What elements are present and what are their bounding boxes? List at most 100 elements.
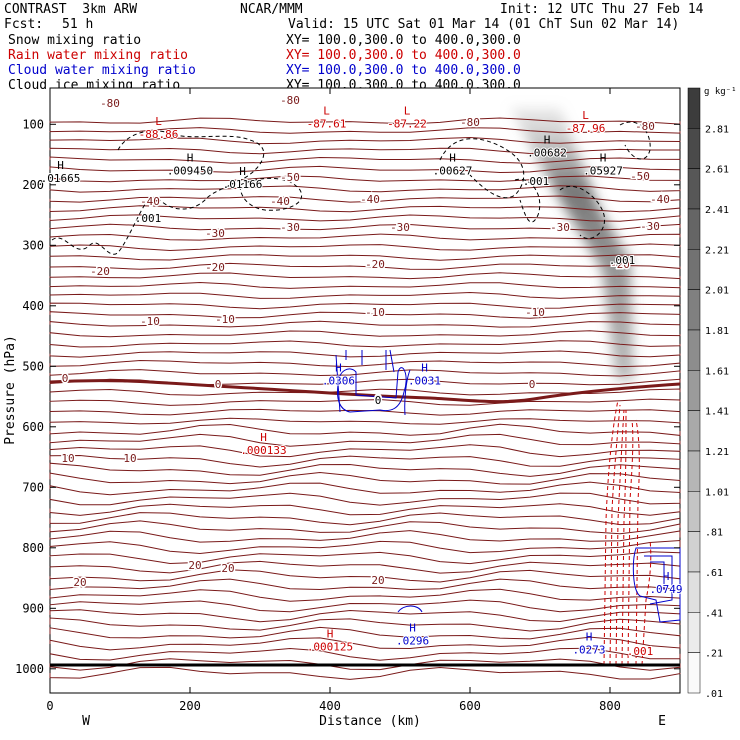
- temperature-contour: [49, 599, 681, 613]
- cloud-water-contour: [404, 369, 411, 416]
- temperature-contour: [49, 243, 681, 252]
- extremum-value: .000125: [307, 641, 353, 654]
- colorbar-level-label: 1.01: [705, 487, 729, 498]
- temperature-contour-label: -20: [610, 258, 630, 271]
- colorbar-level-label: .01: [705, 689, 723, 700]
- temperature-contour-label: 0: [62, 372, 69, 385]
- temperature-contour: [49, 127, 681, 134]
- temperature-contour: [49, 658, 681, 671]
- zero-degree-contour: [49, 379, 681, 404]
- x-tick-label: 800: [599, 699, 621, 713]
- y-axis-title: Pressure (hPa): [3, 335, 18, 445]
- extremum-value: -87.22: [387, 117, 427, 130]
- contour-value-label: .001: [523, 175, 550, 188]
- extremum-value: -87.61: [307, 117, 347, 130]
- rain-contour: [641, 539, 652, 666]
- temperature-contour-label: 20: [371, 574, 384, 587]
- rain-contour: [603, 399, 619, 666]
- contour-labels: -80 -80-80 -80-50 -50-40 -40 -40 -40-30 -30 -30-…: [40, 93, 684, 660]
- contour-value-label: .001: [609, 254, 636, 267]
- snow-contours: [51, 121, 651, 255]
- y-tick-label: 900: [22, 601, 44, 615]
- colorbar-level-label: .41: [705, 608, 723, 619]
- temperature-contour: [49, 262, 681, 270]
- field-xy-rain: XY= 100.0,300.0 to 400.0,300.0: [286, 48, 521, 63]
- colorbar-swatch: [687, 168, 701, 210]
- temperature-contour: [49, 462, 681, 477]
- contour-value-label: 0: [375, 394, 382, 407]
- temperature-contour: [49, 444, 681, 458]
- colorbar-level-label: 2.61: [705, 165, 729, 176]
- cloud-ice-shading: [510, 108, 634, 380]
- temperature-contour-label: -20: [90, 265, 110, 278]
- extremum-type: H: [335, 361, 342, 374]
- temperature-contour: [49, 626, 681, 640]
- temperature-contour: [49, 454, 681, 468]
- temperature-contour-label: -40: [140, 195, 160, 208]
- colorbar-level-label: 1.21: [705, 447, 729, 458]
- extremum-type: H: [187, 151, 194, 164]
- temperature-contour-label: 10: [123, 452, 136, 465]
- colorbar-unit: g kg⁻¹: [704, 87, 737, 97]
- extremum-type: L: [404, 104, 411, 117]
- colorbar-swatch: [687, 652, 701, 694]
- temperature-contour: [49, 617, 681, 632]
- snow-contour: [439, 138, 525, 198]
- init-time: Init: 12 UTC Thu 27 Feb 14: [500, 2, 704, 17]
- colorbar-swatch: [687, 410, 701, 452]
- temperature-contour-label: -50: [630, 170, 650, 183]
- y-tick-label: 400: [22, 299, 44, 313]
- y-tick-label: 500: [22, 359, 44, 373]
- temperature-contour: [49, 539, 681, 555]
- cloud-water-contour: [337, 367, 407, 413]
- extremum-type: H: [663, 570, 670, 583]
- temperature-contour-label: -30: [280, 221, 300, 234]
- temperature-contour: [49, 330, 681, 338]
- cloud-water-contour: [335, 349, 395, 413]
- colorbar-swatch: [687, 289, 701, 331]
- temperature-contour-label: 20: [188, 559, 201, 572]
- temperature-contour: [49, 471, 681, 485]
- extremum-value: .0296: [396, 635, 429, 648]
- temperature-contour: [49, 647, 681, 661]
- temperature-contour: [49, 340, 681, 348]
- valid-time: Valid: 15 UTC Sat 01 Mar 14 (01 ChT Sun …: [288, 17, 680, 32]
- temperature-contour: [49, 117, 681, 125]
- extremum-value: .00627: [433, 164, 473, 177]
- temperature-contour: [49, 175, 681, 183]
- ice-plume: [510, 108, 634, 380]
- east-label: E: [658, 714, 666, 729]
- extremum-value: -87.96: [566, 122, 606, 135]
- y-tick-label: 800: [22, 541, 44, 555]
- temperature-contour: [49, 291, 681, 299]
- snow-contour: [117, 130, 265, 210]
- temperature-contour-label: -80: [100, 97, 120, 110]
- temperature-contour: [49, 185, 681, 193]
- temperature-contour: [49, 281, 681, 289]
- extremum-value: .01166: [223, 178, 263, 191]
- temperature-contour-label: -80: [460, 116, 480, 129]
- temperature-contour: [49, 195, 681, 203]
- temperature-contour: [49, 254, 681, 261]
- colorbar-level-label: 1.81: [705, 326, 729, 337]
- organization-label: NCAR/MMM: [240, 2, 303, 17]
- x-tick-label: 400: [319, 699, 341, 713]
- temperature-contour: [49, 398, 681, 406]
- colorbar-swatch: [687, 249, 701, 290]
- temperature-contour: [49, 551, 681, 565]
- temperature-contour: [49, 666, 681, 680]
- field-name-snow: Snow mixing ratio: [8, 33, 142, 48]
- temperature-contour-label: 0: [215, 378, 222, 391]
- extremum-value: .0273: [572, 644, 605, 657]
- temperature-contour: [49, 433, 681, 447]
- rain-contour: [635, 419, 640, 666]
- cloud-water-contour: [397, 605, 423, 613]
- colorbar-swatch: [687, 87, 701, 129]
- temperature-contour-label: -10: [525, 306, 545, 319]
- temperature-contour-label: 0: [529, 378, 536, 391]
- y-tick-label: 600: [22, 420, 44, 434]
- temperature-contour-label: -80: [280, 94, 300, 107]
- temperature-contour: [49, 530, 681, 543]
- field-xy-cloudwater: XY= 100.0,300.0 to 400.0,300.0: [286, 63, 521, 78]
